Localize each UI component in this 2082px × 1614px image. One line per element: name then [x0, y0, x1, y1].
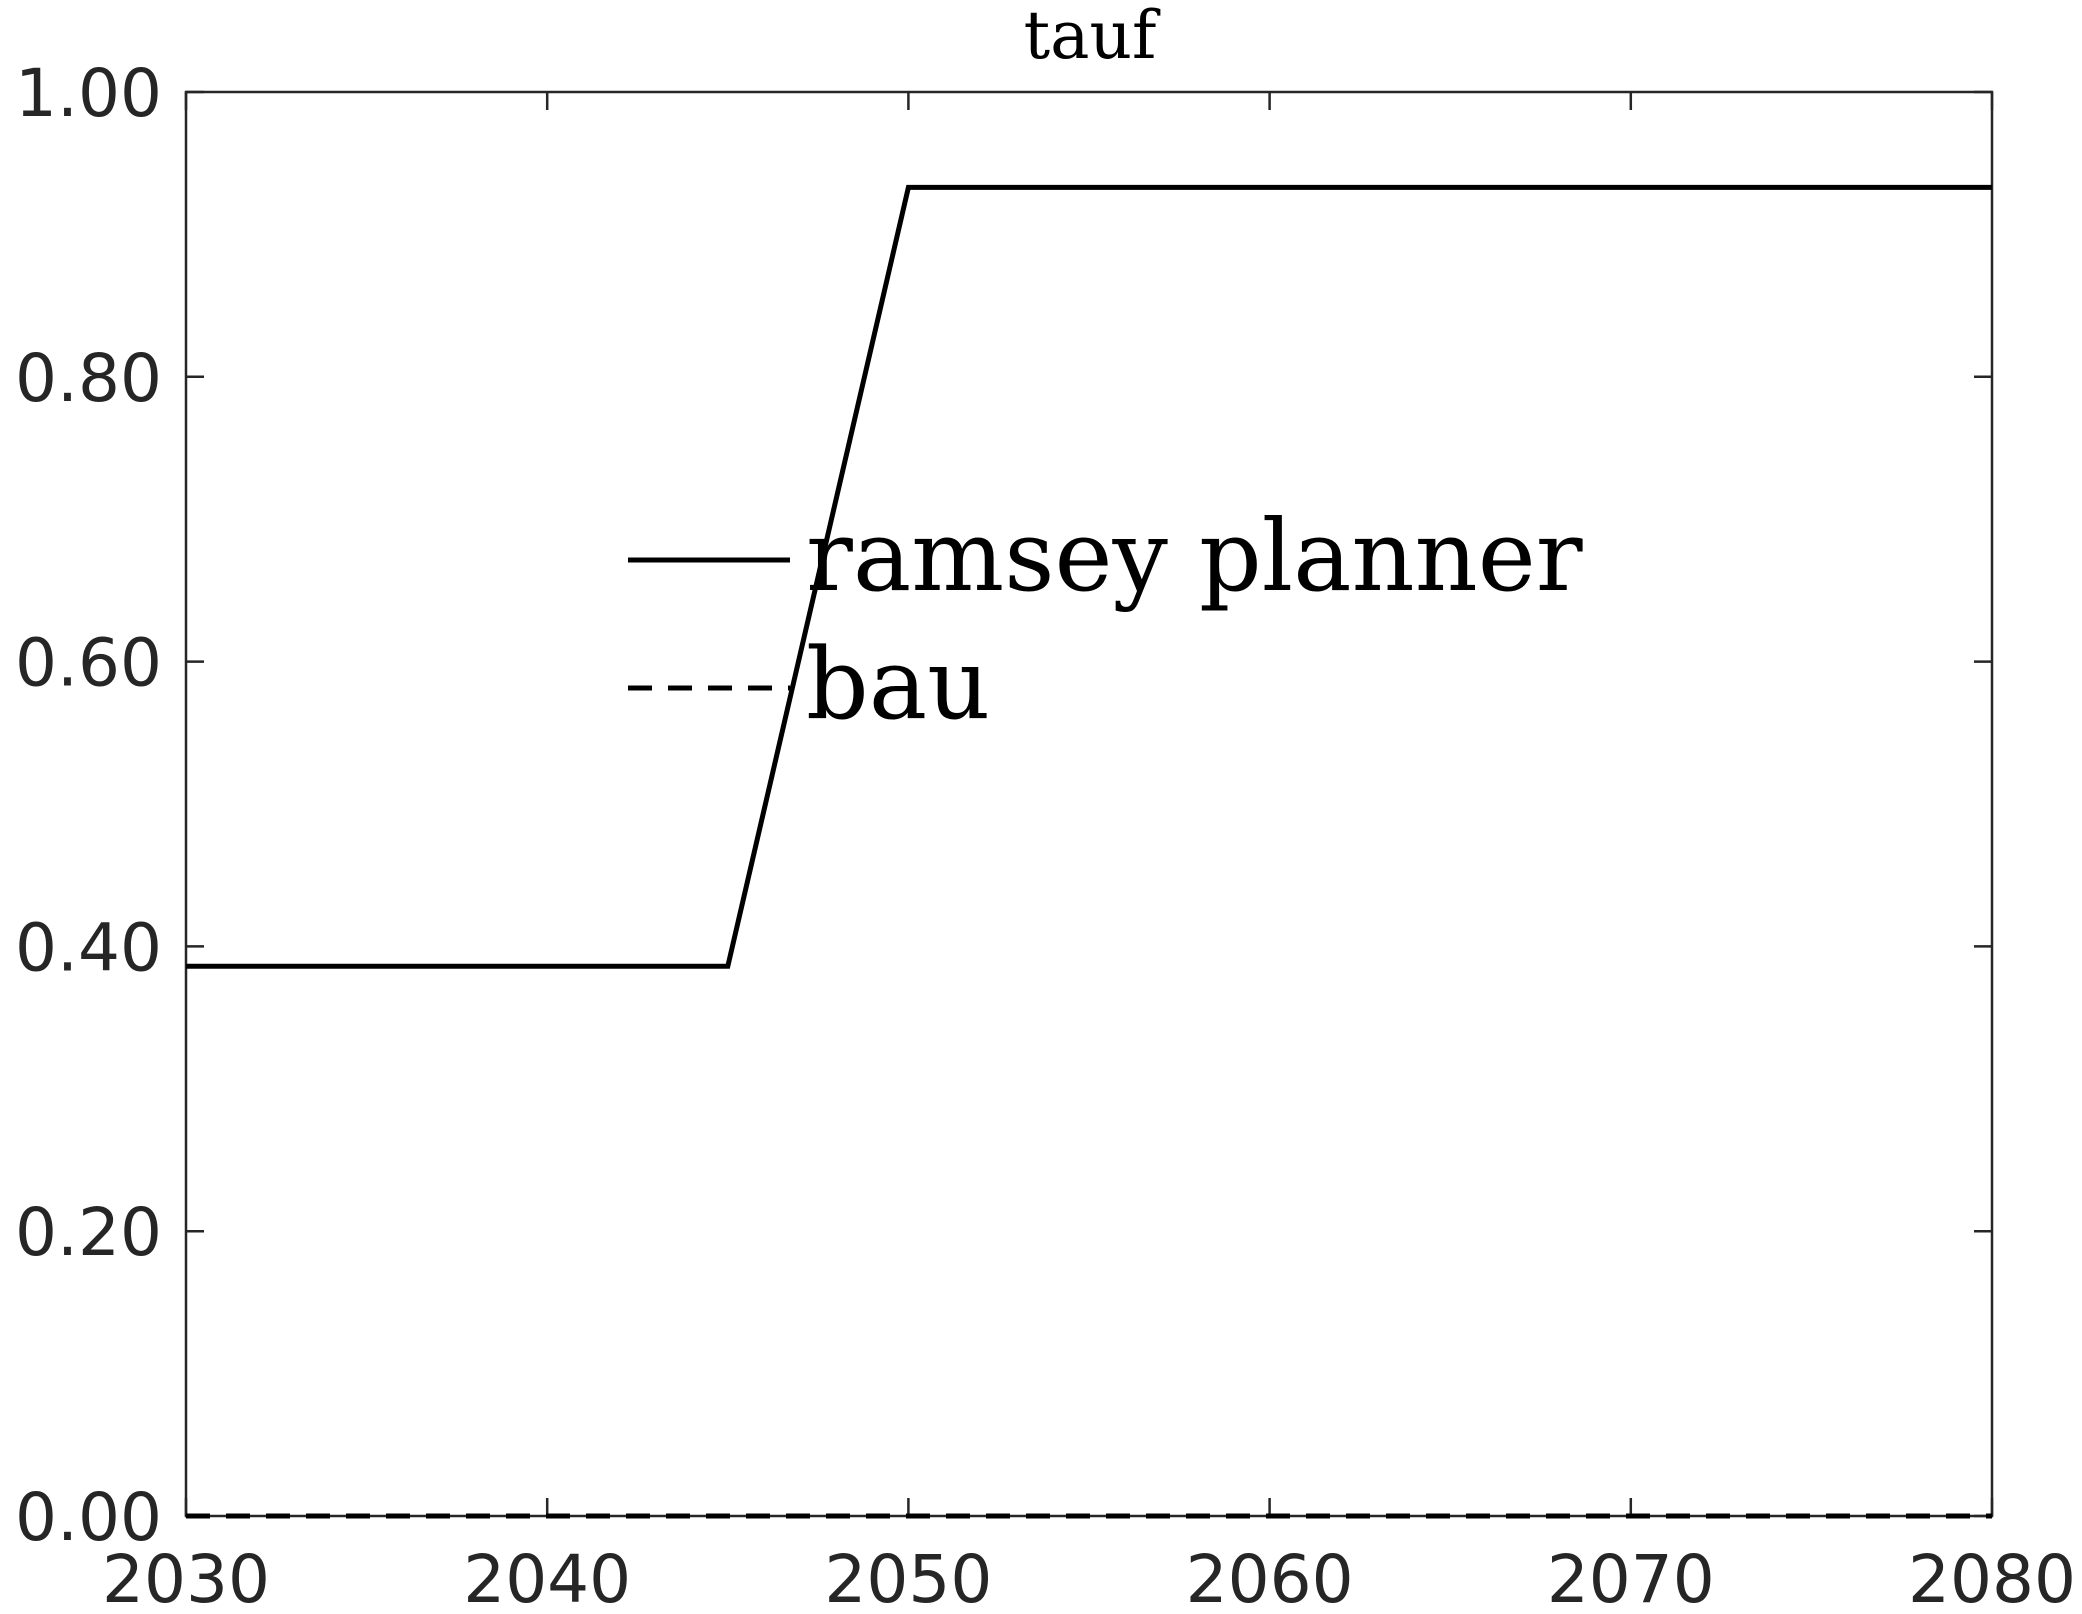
- x-tick-label: 2070: [1547, 1541, 1715, 1614]
- plot-frame: [184, 90, 1994, 1518]
- chart-title: tauf: [1024, 0, 1161, 74]
- x-tick-label: 2050: [824, 1541, 992, 1614]
- y-axis: 0.00 0.20 0.40 0.60 0.80 1.00: [15, 55, 1992, 1556]
- x-tick-label: 2030: [102, 1541, 270, 1614]
- x-tick-label: 2060: [1186, 1541, 1354, 1614]
- y-tick-label: 1.00: [15, 55, 162, 132]
- y-tick-label: 0.40: [15, 909, 162, 986]
- legend-label: ramsey planner: [806, 500, 1583, 614]
- legend: ramsey planner bau: [628, 500, 1583, 742]
- series-layer: [186, 184, 1992, 1519]
- plot-border: [184, 90, 1994, 1518]
- y-tick-label: 0.20: [15, 1194, 162, 1271]
- legend-label: bau: [806, 628, 990, 742]
- y-tick-label: 0.00: [15, 1479, 162, 1556]
- series-line-ramsey-planner: [186, 184, 1992, 969]
- y-tick-label: 0.60: [15, 625, 162, 702]
- x-tick-label: 2040: [463, 1541, 631, 1614]
- x-axis: 2030 2040 2050 2060 2070 2080: [102, 92, 2076, 1614]
- y-tick-label: 0.80: [15, 340, 162, 417]
- x-tick-label: 2080: [1908, 1541, 2076, 1614]
